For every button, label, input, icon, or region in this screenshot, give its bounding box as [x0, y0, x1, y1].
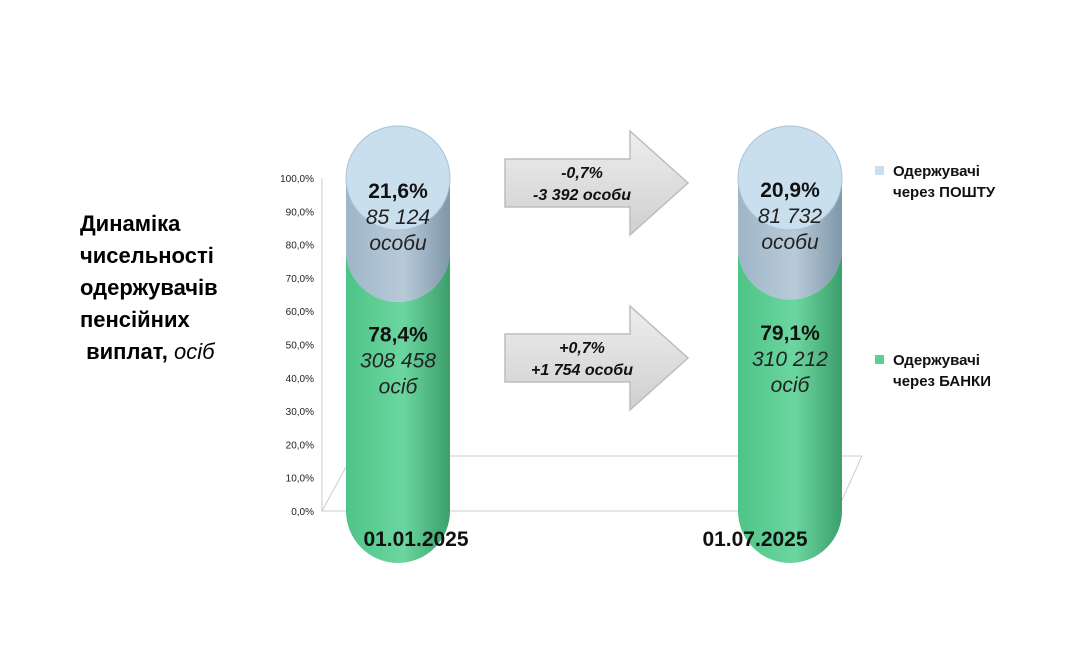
bar-top-cap [737, 125, 843, 231]
change-arrows: -0,7% -3 392 особи +0,7% +1 754 особи [504, 129, 690, 412]
legend-label: Одержувачі [893, 352, 980, 369]
title-line: Динаміка [80, 211, 181, 236]
bar-bank-segment [346, 249, 450, 564]
change-percent-label: +0,7% [559, 340, 605, 357]
legend-label: через БАНКИ [893, 373, 991, 390]
y-tick-label: 60,0% [286, 307, 314, 318]
category-label: 01.01.2025 [363, 528, 468, 551]
change-arrow [504, 129, 690, 237]
y-tick-label: 40,0% [286, 374, 314, 385]
title-line: пенсійних [80, 307, 190, 332]
post-count-label: 81 732 [758, 205, 823, 228]
post-unit-label: особи [369, 232, 427, 255]
legend-label: через ПОШТУ [893, 184, 996, 201]
y-tick-label: 30,0% [286, 407, 314, 418]
y-tick-label: 50,0% [286, 341, 314, 352]
data-labels: 01.01.2025 21,6% 85 124 особи 78,4% 308 458 ос… [360, 179, 828, 551]
y-tick-label: 0,0% [291, 507, 314, 518]
bank-unit-label: осіб [771, 374, 811, 397]
post-percent-label: 20,9% [760, 179, 820, 202]
title-unit: осіб [174, 339, 215, 364]
category-label: 01.07.2025 [702, 528, 807, 551]
legend-swatch [875, 355, 884, 364]
floor-outline [321, 455, 863, 512]
legend-label: Одержувачі [893, 163, 980, 180]
page-title: Динаміка чисельності одержувачів пенсійн… [80, 208, 280, 368]
post-count-label: 85 124 [366, 206, 430, 229]
chart-floor [321, 178, 863, 512]
bank-percent-label: 78,4% [368, 323, 428, 346]
bank-percent-label: 79,1% [760, 322, 820, 345]
legend: Одержувачі через ПОШТУ Одержувачі через БАН… [875, 163, 996, 390]
title-line-last: виплат, осіб [80, 336, 280, 368]
bank-unit-label: осіб [379, 375, 419, 398]
change-count-label: -3 392 особи [533, 187, 631, 204]
y-tick-label: 70,0% [286, 274, 314, 285]
title-line: чисельності [80, 243, 214, 268]
y-axis: 0,0% 10,0% 20,0% 30,0% 40,0% 50,0% 60,0% 70,0% 8… [280, 174, 314, 518]
change-arrow [504, 304, 690, 412]
y-tick-label: 100,0% [280, 174, 314, 185]
change-percent-label: -0,7% [561, 165, 603, 182]
bar-post-segment [346, 178, 451, 302]
y-tick-label: 80,0% [286, 241, 314, 252]
bar-post-segment [738, 178, 842, 300]
title-line: виплат, [86, 339, 168, 364]
bank-count-label: 310 212 [752, 348, 828, 371]
y-tick-label: 90,0% [286, 207, 314, 218]
bar-bank-segment [738, 247, 842, 564]
legend-swatch [875, 166, 884, 175]
bank-count-label: 308 458 [360, 349, 436, 372]
change-count-label: +1 754 особи [531, 362, 633, 379]
bar-top-cap [345, 125, 451, 231]
y-tick-label: 20,0% [286, 440, 314, 451]
bars [345, 125, 843, 564]
y-tick-label: 10,0% [286, 474, 314, 485]
title-line: одержувачів [80, 275, 218, 300]
post-unit-label: особи [761, 231, 819, 254]
post-percent-label: 21,6% [368, 180, 428, 203]
